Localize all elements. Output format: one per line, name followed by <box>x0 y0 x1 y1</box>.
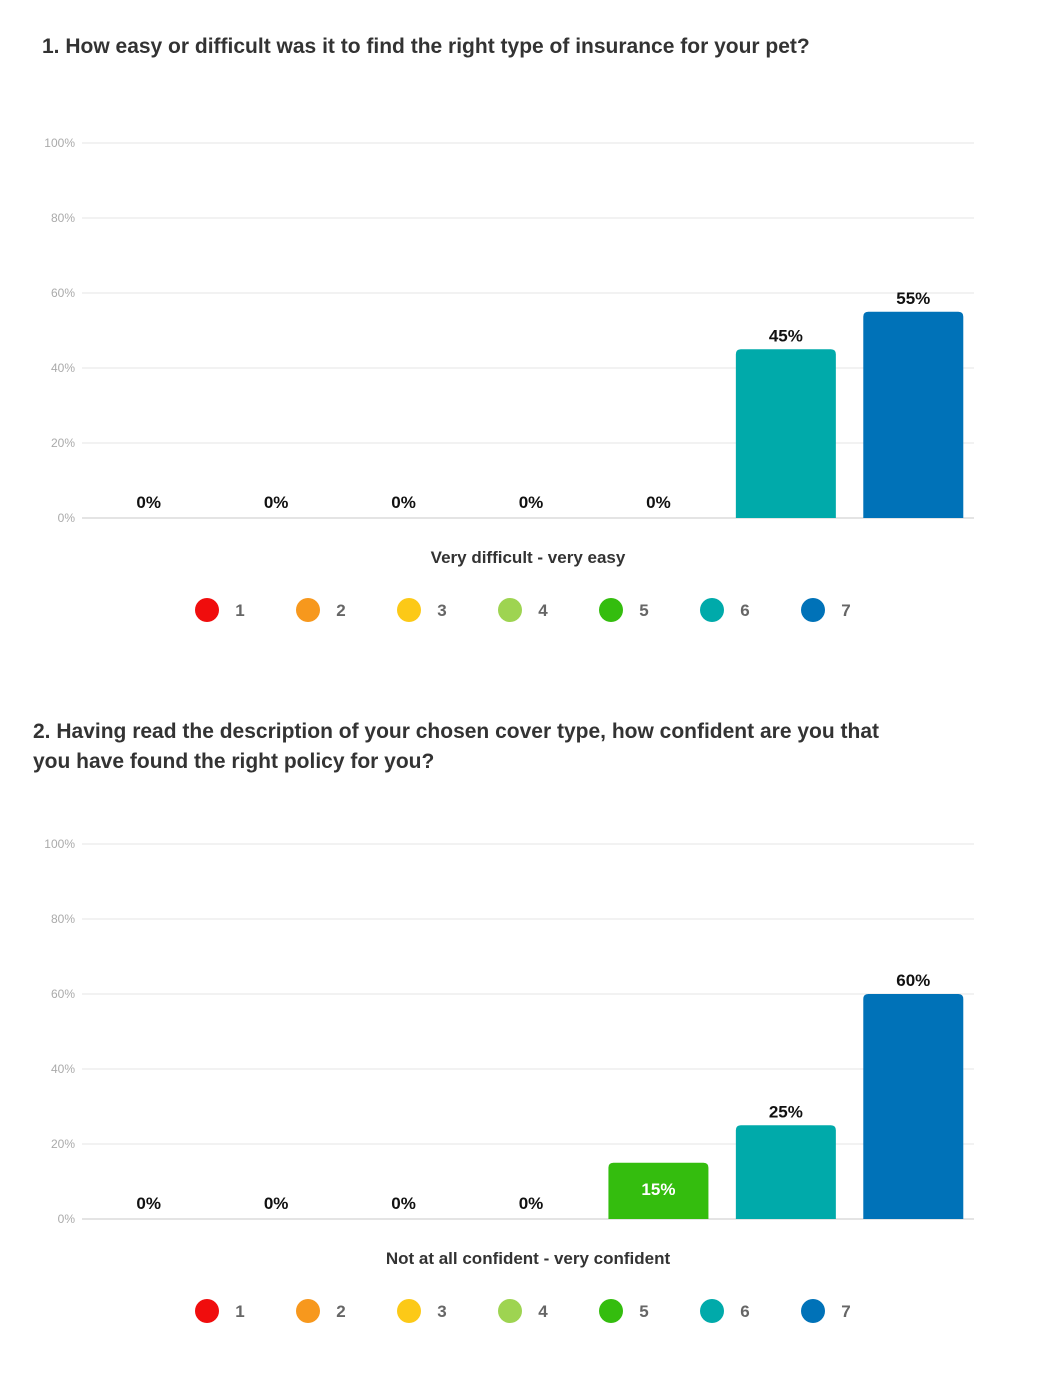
y-tick-label: 0% <box>58 511 76 525</box>
legend-swatch-6 <box>700 1299 724 1323</box>
legend-label-1: 1 <box>235 601 244 620</box>
legend-label-3: 3 <box>437 1302 446 1321</box>
legend-label-5: 5 <box>639 601 648 620</box>
legend-label-7: 7 <box>841 1302 850 1321</box>
bar-6 <box>735 1125 836 1219</box>
legend-label-4: 4 <box>538 601 548 620</box>
y-tick-label: 80% <box>51 211 75 225</box>
y-tick-label: 100% <box>44 837 75 851</box>
question-2: 2. Having read the description of your c… <box>0 700 1039 1384</box>
x-axis-title: Not at all confident - very confident <box>386 1249 671 1268</box>
y-tick-label: 100% <box>44 136 75 150</box>
legend-swatch-2 <box>296 1299 320 1323</box>
data-label-4: 0% <box>519 1194 544 1213</box>
bar-7 <box>863 311 964 518</box>
data-label-7: 60% <box>896 971 930 990</box>
y-tick-label: 0% <box>58 1212 76 1226</box>
legend-label-7: 7 <box>841 601 850 620</box>
legend-swatch-7 <box>801 598 825 622</box>
legend-label-6: 6 <box>740 1302 749 1321</box>
bar-7 <box>863 994 964 1219</box>
legend-swatch-1 <box>195 1299 219 1323</box>
legend-label-2: 2 <box>336 601 345 620</box>
question-2-title: 2. Having read the description of your c… <box>33 720 879 773</box>
y-tick-label: 60% <box>51 286 75 300</box>
data-label-5: 15% <box>641 1180 675 1199</box>
legend-label-4: 4 <box>538 1302 548 1321</box>
legend-label-6: 6 <box>740 601 749 620</box>
data-label-2: 0% <box>264 493 289 512</box>
data-label-6: 25% <box>769 1102 803 1121</box>
data-label-2: 0% <box>264 1194 289 1213</box>
question-1-title: 1. How easy or difficult was it to find … <box>42 35 810 58</box>
legend-swatch-7 <box>801 1299 825 1323</box>
y-tick-label: 20% <box>51 1137 75 1151</box>
data-label-5: 0% <box>646 493 671 512</box>
data-label-7: 55% <box>896 289 930 308</box>
bar-5 <box>608 1162 709 1219</box>
data-label-1: 0% <box>136 493 161 512</box>
legend-swatch-4 <box>498 598 522 622</box>
y-tick-label: 40% <box>51 1062 75 1076</box>
y-tick-label: 60% <box>51 987 75 1001</box>
question-2-chart: Not at all confident - very confident 0%… <box>44 837 974 1323</box>
legend-label-1: 1 <box>235 1302 244 1321</box>
x-axis-title: Very difficult - very easy <box>431 548 626 567</box>
legend-swatch-2 <box>296 598 320 622</box>
legend-swatch-3 <box>397 598 421 622</box>
legend-swatch-1 <box>195 598 219 622</box>
question-1-chart: Very difficult - very easy 0%20%40%60%80… <box>44 136 974 622</box>
question-1: 1. How easy or difficult was it to find … <box>0 0 1039 690</box>
legend-label-5: 5 <box>639 1302 648 1321</box>
bar-6 <box>735 349 836 518</box>
data-label-6: 45% <box>769 326 803 345</box>
legend-label-2: 2 <box>336 1302 345 1321</box>
legend-label-3: 3 <box>437 601 446 620</box>
legend-swatch-5 <box>599 1299 623 1323</box>
data-label-1: 0% <box>136 1194 161 1213</box>
data-label-3: 0% <box>391 493 416 512</box>
legend-swatch-6 <box>700 598 724 622</box>
y-tick-label: 40% <box>51 361 75 375</box>
data-label-3: 0% <box>391 1194 416 1213</box>
data-label-4: 0% <box>519 493 544 512</box>
legend-swatch-5 <box>599 598 623 622</box>
y-tick-label: 80% <box>51 912 75 926</box>
legend-swatch-4 <box>498 1299 522 1323</box>
y-tick-label: 20% <box>51 436 75 450</box>
legend-swatch-3 <box>397 1299 421 1323</box>
